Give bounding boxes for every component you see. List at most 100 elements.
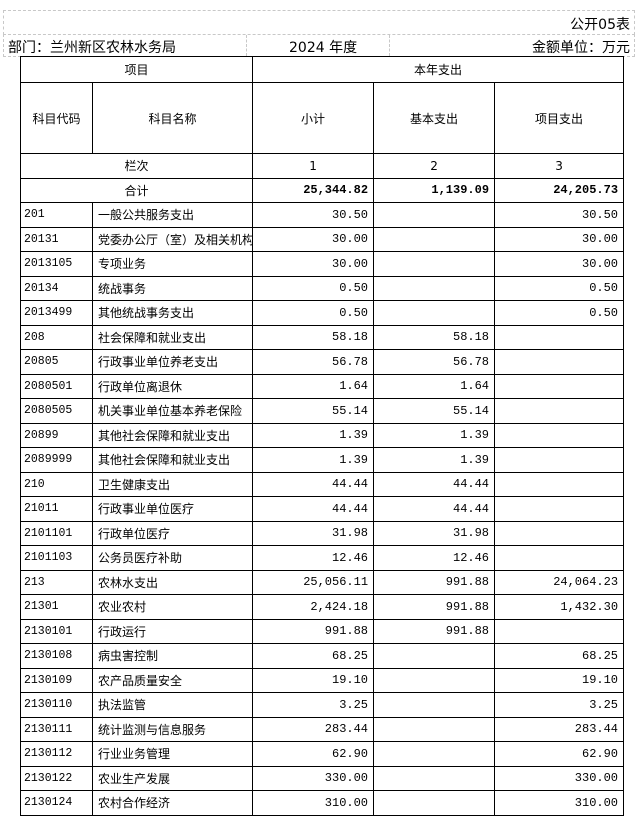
cell-subtotal: 3.25	[252, 692, 375, 718]
cell-code: 2089999	[20, 447, 93, 473]
expenditure-table: 项目 本年支出 科目代码 科目名称 小计 基本支出 项目支出 栏次 1 2 3 …	[19, 56, 625, 816]
cell-project: 19.10	[494, 667, 625, 693]
cell-project	[494, 618, 625, 644]
total-label: 合计	[19, 177, 254, 203]
cell-project	[494, 422, 625, 448]
table-row: 2013499 其他统战事务支出 0.50 0.50	[20, 300, 625, 326]
cell-project	[494, 520, 625, 546]
header-current-year: 本年支出	[252, 56, 625, 83]
cell-basic: 55.14	[373, 398, 496, 424]
cell-code: 2101103	[20, 545, 93, 571]
cell-basic	[373, 716, 496, 742]
cell-subtotal: 19.10	[252, 667, 375, 693]
divider	[246, 35, 247, 56]
cell-name: 行政事业单位养老支出	[91, 349, 254, 375]
cell-basic: 1.39	[373, 422, 496, 448]
table-row: 21011 行政事业单位医疗 44.44 44.44	[20, 496, 625, 522]
cell-subtotal: 68.25	[252, 643, 375, 669]
table-row: 210 卫生健康支出 44.44 44.44	[20, 471, 625, 497]
cell-project	[494, 398, 625, 424]
header-name: 科目名称	[91, 82, 254, 154]
cell-name: 农产品质量安全	[91, 667, 254, 693]
cell-name: 行政单位医疗	[91, 520, 254, 546]
cell-project: 0.50	[494, 300, 625, 326]
table-row: 2130108 病虫害控制 68.25 68.25	[20, 643, 625, 669]
cell-code: 2130124	[20, 790, 93, 816]
table-number-row: 公开05表	[3, 10, 635, 35]
header-project: 项目支出	[494, 82, 625, 154]
table-row: 2130112 行业业务管理 62.90 62.90	[20, 741, 625, 767]
cell-subtotal: 283.44	[252, 716, 375, 742]
cell-code: 2130109	[20, 667, 93, 693]
department-label: 部门：兰州新区农林水务局	[8, 40, 176, 56]
cell-code: 2080501	[20, 373, 93, 399]
cell-subtotal: 0.50	[252, 300, 375, 326]
cell-code: 21011	[20, 496, 93, 522]
cell-name: 其他统战事务支出	[91, 300, 254, 326]
cell-name: 其他社会保障和就业支出	[91, 447, 254, 473]
table-row: 20899 其他社会保障和就业支出 1.39 1.39	[20, 422, 625, 448]
cell-basic: 991.88	[373, 618, 496, 644]
cell-name: 一般公共服务支出	[91, 202, 254, 228]
cell-name: 机关事业单位基本养老保险	[91, 398, 254, 424]
table-row: 201 一般公共服务支出 30.50 30.50	[20, 202, 625, 228]
cell-code: 213	[20, 569, 93, 595]
cell-subtotal: 2,424.18	[252, 594, 375, 620]
col-index-1: 1	[252, 153, 375, 179]
col-index-label: 栏次	[19, 153, 254, 179]
cell-subtotal: 31.98	[252, 520, 375, 546]
cell-name: 党委办公厅（室）及相关机构	[91, 226, 254, 252]
cell-basic	[373, 202, 496, 228]
table-row: 213 农林水支出 25,056.11 991.88 24,064.23	[20, 569, 625, 595]
cell-code: 2130111	[20, 716, 93, 742]
cell-name: 病虫害控制	[91, 643, 254, 669]
table-number: 公开05表	[570, 17, 630, 33]
cell-subtotal: 55.14	[252, 398, 375, 424]
cell-project	[494, 447, 625, 473]
cell-subtotal: 25,056.11	[252, 569, 375, 595]
cell-name: 行政运行	[91, 618, 254, 644]
cell-code: 2130108	[20, 643, 93, 669]
cell-code: 2130110	[20, 692, 93, 718]
cell-subtotal: 310.00	[252, 790, 375, 816]
cell-basic	[373, 226, 496, 252]
cell-code: 20805	[20, 349, 93, 375]
cell-code: 20899	[20, 422, 93, 448]
cell-project: 310.00	[494, 790, 625, 816]
cell-basic: 44.44	[373, 496, 496, 522]
header-code: 科目代码	[20, 82, 93, 154]
cell-basic: 56.78	[373, 349, 496, 375]
cell-subtotal: 0.50	[252, 275, 375, 301]
cell-basic	[373, 275, 496, 301]
cell-name: 农业生产发展	[91, 765, 254, 791]
cell-name: 统战事务	[91, 275, 254, 301]
cell-basic: 991.88	[373, 594, 496, 620]
cell-project: 68.25	[494, 643, 625, 669]
cell-name: 行政单位离退休	[91, 373, 254, 399]
cell-basic: 991.88	[373, 569, 496, 595]
cell-subtotal: 44.44	[252, 496, 375, 522]
cell-code: 2130101	[20, 618, 93, 644]
cell-basic: 1.64	[373, 373, 496, 399]
cell-subtotal: 44.44	[252, 471, 375, 497]
header-item: 项目	[19, 56, 254, 83]
cell-code: 20131	[20, 226, 93, 252]
cell-name: 其他社会保障和就业支出	[91, 422, 254, 448]
cell-project: 3.25	[494, 692, 625, 718]
cell-project	[494, 373, 625, 399]
cell-project: 283.44	[494, 716, 625, 742]
cell-subtotal: 30.00	[252, 251, 375, 277]
cell-project: 0.50	[494, 275, 625, 301]
table-row: 20131 党委办公厅（室）及相关机构 30.00 30.00	[20, 226, 625, 252]
col-index-3: 3	[494, 153, 625, 179]
cell-basic	[373, 300, 496, 326]
cell-subtotal: 58.18	[252, 324, 375, 350]
table-row: 20805 行政事业单位养老支出 56.78 56.78	[20, 349, 625, 375]
cell-subtotal: 991.88	[252, 618, 375, 644]
cell-code: 2101101	[20, 520, 93, 546]
cell-basic: 12.46	[373, 545, 496, 571]
unit-label: 金额单位：万元	[532, 40, 630, 56]
info-row: 部门：兰州新区农林水务局 2024 年度 金额单位：万元	[3, 34, 635, 57]
cell-subtotal: 1.64	[252, 373, 375, 399]
cell-basic: 58.18	[373, 324, 496, 350]
